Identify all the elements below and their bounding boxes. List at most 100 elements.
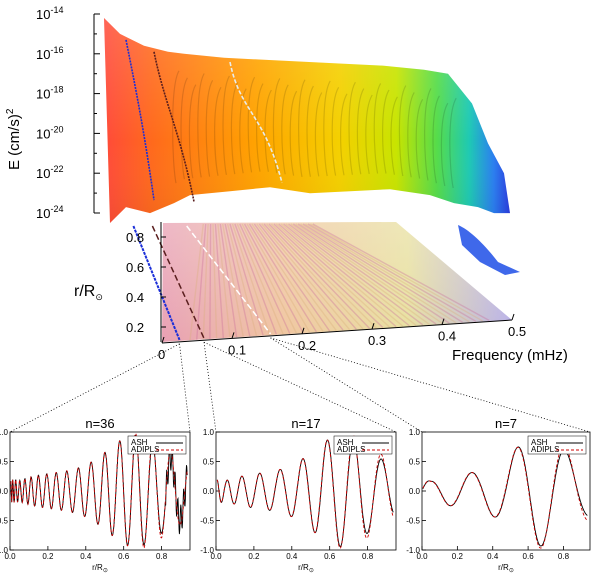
panel-xtick-label: 0.4 (286, 552, 298, 561)
floor-stripe (285, 223, 417, 326)
panel-ytick-label: -1.0 (200, 546, 214, 555)
panel-ytick-label: 0.5 (203, 458, 215, 467)
floor-stripe (236, 223, 284, 335)
floor-stripe (222, 223, 244, 337)
energy-tick-base: 10 (36, 7, 50, 22)
panel-ytick-label: -0.5 (200, 517, 214, 526)
floor-mode-stripes (189, 223, 490, 341)
panel-ytick-label: 0.5 (0, 458, 9, 467)
panel-xtick-label: 0.6 (324, 552, 336, 561)
panel-xtick-label: 0.2 (452, 552, 464, 561)
frequency-axis-line (161, 319, 513, 344)
frequency-tick-mark (161, 336, 165, 344)
spectrum-ridge (281, 84, 289, 175)
spectrum-ridge (407, 92, 415, 178)
panel-xlabel-base: r/R (498, 563, 509, 572)
spectrum-ridge (239, 88, 247, 174)
spectrum-ridge (214, 86, 222, 176)
frequency-tick-mark (511, 313, 515, 321)
legend-label: ASH (131, 438, 148, 447)
panel-xtick-label: 0.0 (4, 552, 16, 561)
floor-stripe (290, 223, 430, 325)
radius-tick-label: 0.6 (126, 260, 144, 275)
spectrum-ridge (264, 89, 272, 172)
spectrum-ridge (356, 88, 365, 175)
frequency-tick-mark (301, 327, 305, 334)
panel-xtick-label: 0.4 (487, 552, 499, 561)
energy-tick-exp: -20 (50, 124, 63, 134)
spectrum-ridge (331, 86, 340, 176)
floor-stripe (273, 223, 384, 328)
panel-xlabel-sub: ⊙ (103, 568, 108, 574)
panel-title: n=17 (291, 416, 320, 431)
spectrum-ridge (415, 98, 424, 179)
zoom-guide-line (9, 343, 180, 433)
spectrum-ridge (390, 96, 398, 175)
energy-axis-label: E (cm/s)2 (5, 108, 23, 170)
panel-xlabel-base: r/R (92, 563, 103, 572)
spectrum-ridge (424, 88, 432, 181)
floor-stripe (258, 223, 344, 331)
spectrum-ridge (449, 97, 457, 189)
panel-xtick-label: 0.6 (118, 552, 130, 561)
floor-stripe (292, 223, 437, 325)
energy-tick-base: 10 (36, 47, 50, 62)
panel-xtick-label: 0.0 (210, 552, 222, 561)
floor-stripe (253, 223, 331, 332)
floor-stripe (214, 223, 224, 339)
spectrum-ridge (382, 89, 390, 174)
floor-stripe (278, 223, 397, 328)
eigenfunction-panels: n=360.00.20.40.60.81.00.50.0-0.5-1.0r/R⊙… (0, 416, 591, 574)
legend-box (527, 435, 587, 455)
legend-label: ADIPLS (131, 445, 159, 454)
spectrum-ridge (314, 92, 323, 177)
floor-stripe (266, 223, 364, 330)
energy-tick-base: 10 (36, 206, 50, 221)
frequency-tick-mark (371, 323, 375, 330)
panel-xlabel: r/R⊙ (298, 563, 314, 574)
floor-stripe (246, 223, 311, 333)
panel-series-adipls (216, 434, 394, 549)
floor-stripe (275, 223, 390, 328)
floor-stripe (256, 223, 337, 331)
energy-tick-label: 10-16 (36, 45, 63, 62)
panel-xtick-label: 0.6 (523, 552, 535, 561)
spectrum-mode-trace (229, 61, 283, 183)
floor-stripe (217, 223, 231, 338)
floor-stripe (268, 223, 371, 329)
spectrum-mode-trace (125, 39, 155, 201)
spectrum-ridge (432, 95, 440, 184)
floor-stripe (212, 223, 218, 339)
radius-tick-label: 0.4 (126, 290, 144, 305)
panel-xtick-label: 0.8 (362, 552, 374, 561)
panel-ytick-label: -0.5 (406, 517, 420, 526)
floor-stripe (202, 223, 209, 340)
panel-xlabel-base: r/R (298, 563, 309, 572)
panel-n7: n=7 0.0 0.2 0.4 0.6 0.8 1.0 0.5 0.0 -0.5 -1.0 r/R⊙ A… (406, 416, 591, 574)
frequency-axis: 0 0.1 0.2 0.3 0.4 0.5 Frequency (mHz) (158, 313, 568, 364)
spectrum-ridge (197, 73, 205, 178)
energy-label-base: E (cm/s) (6, 114, 23, 170)
floor-stripe (226, 223, 258, 336)
panel-title: n=36 (85, 416, 114, 431)
panel-ytick-label: 0.5 (409, 458, 421, 467)
frequency-tick-label: 0.1 (228, 342, 246, 357)
panel-xtick-label: 0.8 (156, 552, 168, 561)
energy-tick-label: 10-14 (36, 5, 63, 22)
panel-xtick-label: 0.8 (558, 552, 570, 561)
panel-xtick-label: 0.2 (42, 552, 54, 561)
panel-title: n=7 (495, 416, 517, 431)
panel-series-ash (10, 434, 188, 547)
legend-label: ADIPLS (337, 445, 365, 454)
floor-stripe (224, 223, 251, 337)
zoom-guides (9, 337, 591, 433)
frequency-tick-label: 0.4 (438, 329, 456, 344)
spectrum-ridge (180, 77, 188, 180)
spectrum-ridge (230, 81, 239, 175)
panel-ytick-label: 1.0 (0, 428, 9, 437)
floor-stripe (229, 223, 264, 336)
energy-tick-label: 10-20 (36, 124, 63, 141)
floor-stripe (300, 223, 457, 324)
panel-ytick-label: -1.0 (406, 546, 420, 555)
